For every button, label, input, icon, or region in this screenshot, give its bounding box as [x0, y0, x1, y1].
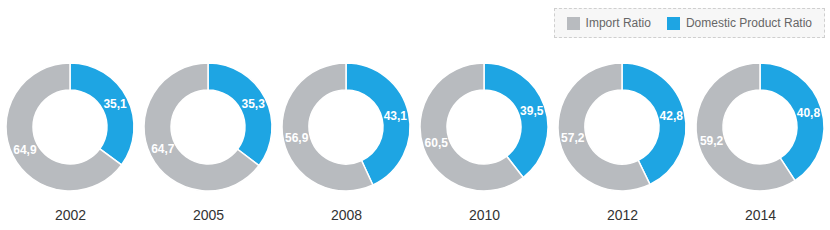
svg-text:64,7: 64,7	[151, 142, 175, 156]
svg-text:2005: 2005	[193, 207, 224, 223]
svg-text:2008: 2008	[331, 207, 362, 223]
svg-text:60,5: 60,5	[425, 136, 449, 150]
svg-text:64,9: 64,9	[13, 143, 37, 157]
svg-text:59,2: 59,2	[700, 134, 724, 148]
svg-text:40,8: 40,8	[797, 106, 821, 120]
svg-text:39,5: 39,5	[520, 104, 544, 118]
svg-text:57,2: 57,2	[561, 131, 585, 145]
html-text:Import Ratio: Import Ratio	[585, 16, 651, 30]
svg-text:2010: 2010	[469, 207, 500, 223]
svg-text:2012: 2012	[607, 207, 638, 223]
svg-text:43,1: 43,1	[384, 109, 408, 123]
svg-text:35,1: 35,1	[103, 97, 127, 111]
html-text:Domestic Product Ratio: Domestic Product Ratio	[686, 16, 812, 30]
svg-text:42,8: 42,8	[660, 109, 684, 123]
svg-text:2002: 2002	[55, 207, 86, 223]
svg-text:56,9: 56,9	[285, 131, 309, 145]
svg-text:2014: 2014	[745, 207, 776, 223]
svg-text:35,3: 35,3	[242, 97, 266, 111]
